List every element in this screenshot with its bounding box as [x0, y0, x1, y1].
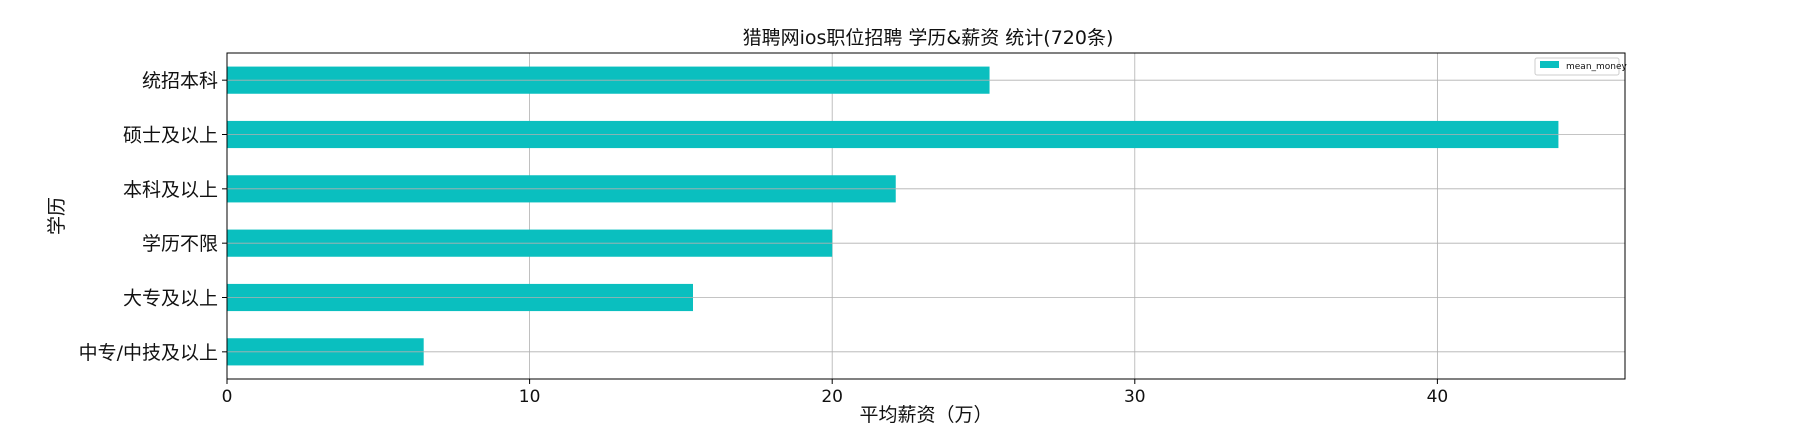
- x-axis-ticks: 0 10 20 30 40: [222, 379, 1449, 407]
- y-tick-label-4: 大专及以上: [123, 288, 218, 310]
- x-axis-label: 平均薪资（万）: [859, 404, 992, 426]
- y-tick-label-5: 中专/中技及以上: [79, 342, 218, 364]
- legend: mean_money: [1534, 57, 1628, 76]
- x-tick-label-1: 10: [519, 387, 541, 407]
- x-tick-label-3: 30: [1124, 387, 1146, 407]
- y-tick-label-0: 统招本科: [142, 70, 218, 92]
- legend-swatch: [1540, 61, 1559, 68]
- plot-frame: [226, 52, 1626, 380]
- x-tick-label-0: 0: [222, 387, 233, 407]
- legend-label: mean_money: [1566, 62, 1628, 72]
- chart-title: 猎聘网ios职位招聘 学历&薪资 统计(720条): [743, 27, 1114, 49]
- y-axis-label: 学历: [46, 197, 68, 235]
- grid-lines: [226, 53, 1438, 379]
- y-tick-label-2: 本科及以上: [123, 179, 218, 201]
- y-tick-label-3: 学历不限: [142, 233, 218, 255]
- horizontal-grid-lines: [227, 79, 1625, 353]
- x-tick-label-2: 20: [821, 387, 843, 407]
- bars: [227, 66, 1559, 366]
- x-tick-label-4: 40: [1427, 387, 1449, 407]
- y-tick-label-1: 硕士及以上: [123, 125, 218, 147]
